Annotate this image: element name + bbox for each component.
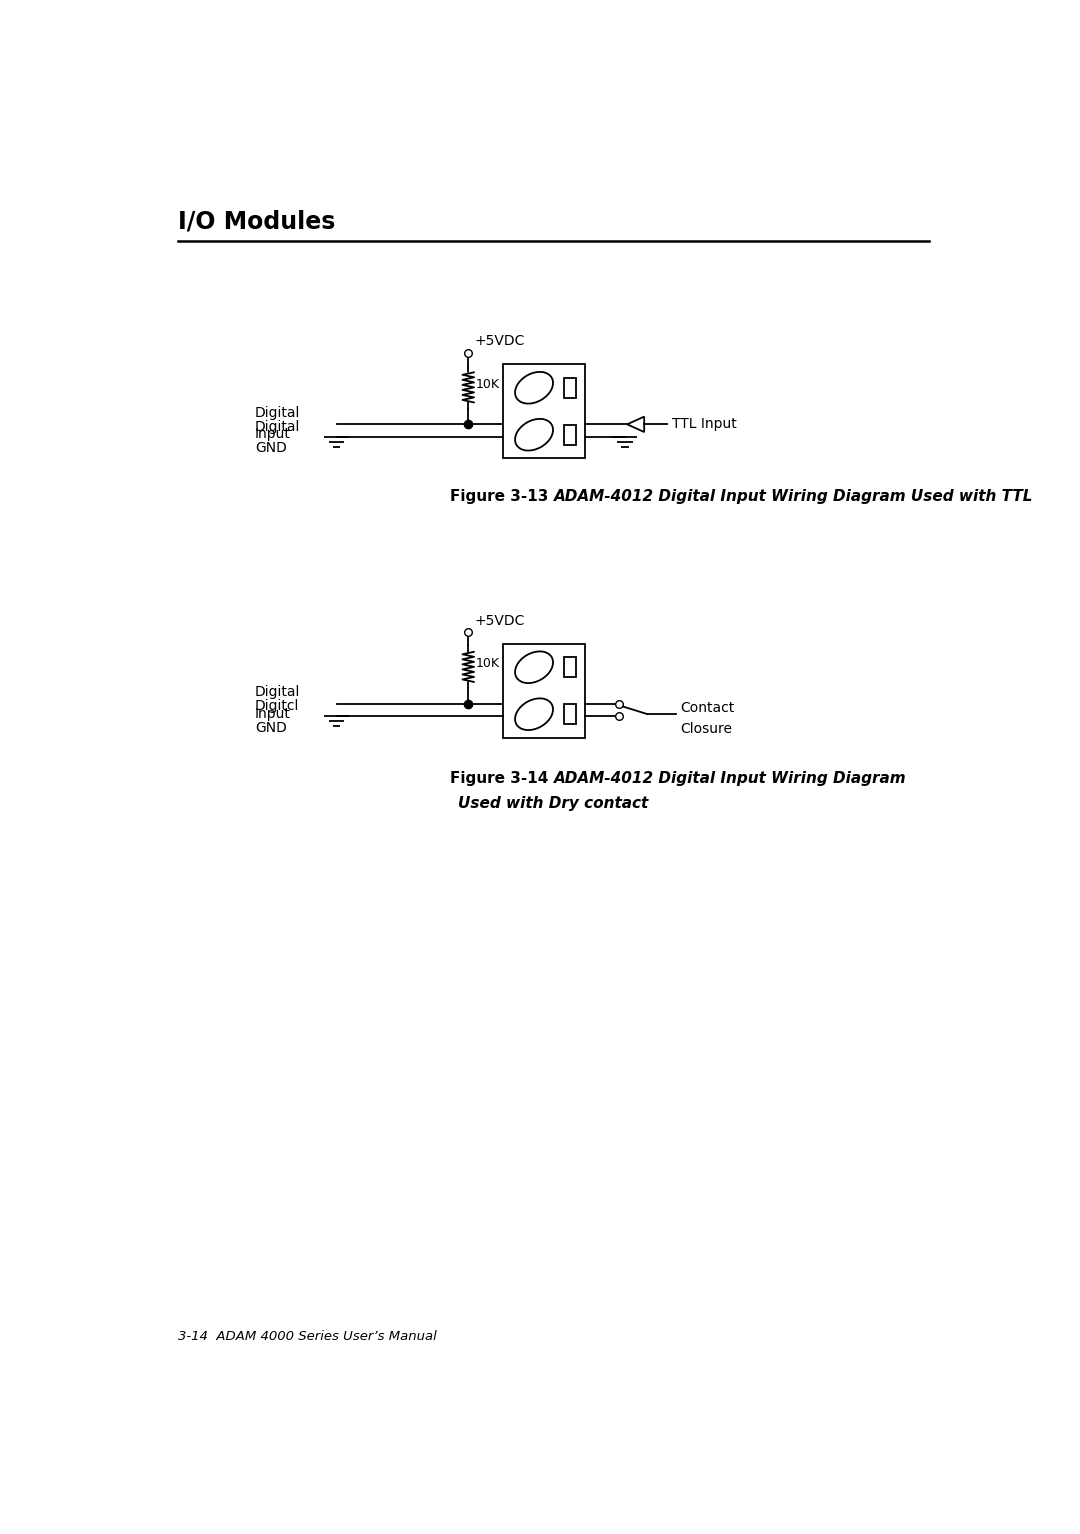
Bar [503, 644, 584, 738]
Text: I/O Modules: I/O Modules [177, 210, 335, 233]
Text: Digital: Digital [255, 420, 300, 434]
Ellipse shape [515, 371, 553, 403]
Text: 10K: 10K [475, 377, 499, 391]
Text: Input: Input [255, 428, 291, 442]
Text: ADAM-4012 Digital Input Wiring Diagram: ADAM-4012 Digital Input Wiring Diagram [554, 772, 906, 785]
Bar [564, 704, 576, 724]
Ellipse shape [515, 419, 553, 451]
Bar [564, 377, 576, 397]
Ellipse shape [515, 698, 553, 730]
Text: Closure: Closure [680, 723, 732, 736]
Text: Digital: Digital [255, 405, 300, 420]
Text: Contact: Contact [680, 701, 734, 715]
Text: +5VDC: +5VDC [474, 614, 525, 627]
Text: Used with Dry contact: Used with Dry contact [458, 796, 649, 811]
Text: 3-14  ADAM 4000 Series User’s Manual: 3-14 ADAM 4000 Series User’s Manual [177, 1330, 436, 1342]
Text: TTL Input: TTL Input [672, 417, 737, 431]
Text: 10K: 10K [475, 657, 499, 670]
Text: Figure 3-14: Figure 3-14 [450, 772, 554, 785]
Text: GND: GND [255, 721, 287, 735]
Text: +5VDC: +5VDC [474, 334, 525, 348]
Text: Digital: Digital [255, 686, 300, 700]
Text: Input: Input [255, 707, 291, 721]
Ellipse shape [515, 652, 553, 683]
Text: GND: GND [255, 442, 287, 456]
Bar [564, 425, 576, 445]
Bar [503, 364, 584, 459]
Text: Figure 3-13: Figure 3-13 [450, 489, 554, 505]
Text: Digitcl: Digitcl [255, 700, 299, 713]
Bar [564, 658, 576, 676]
Text: ADAM-4012 Digital Input Wiring Diagram Used with TTL: ADAM-4012 Digital Input Wiring Diagram U… [554, 489, 1032, 505]
